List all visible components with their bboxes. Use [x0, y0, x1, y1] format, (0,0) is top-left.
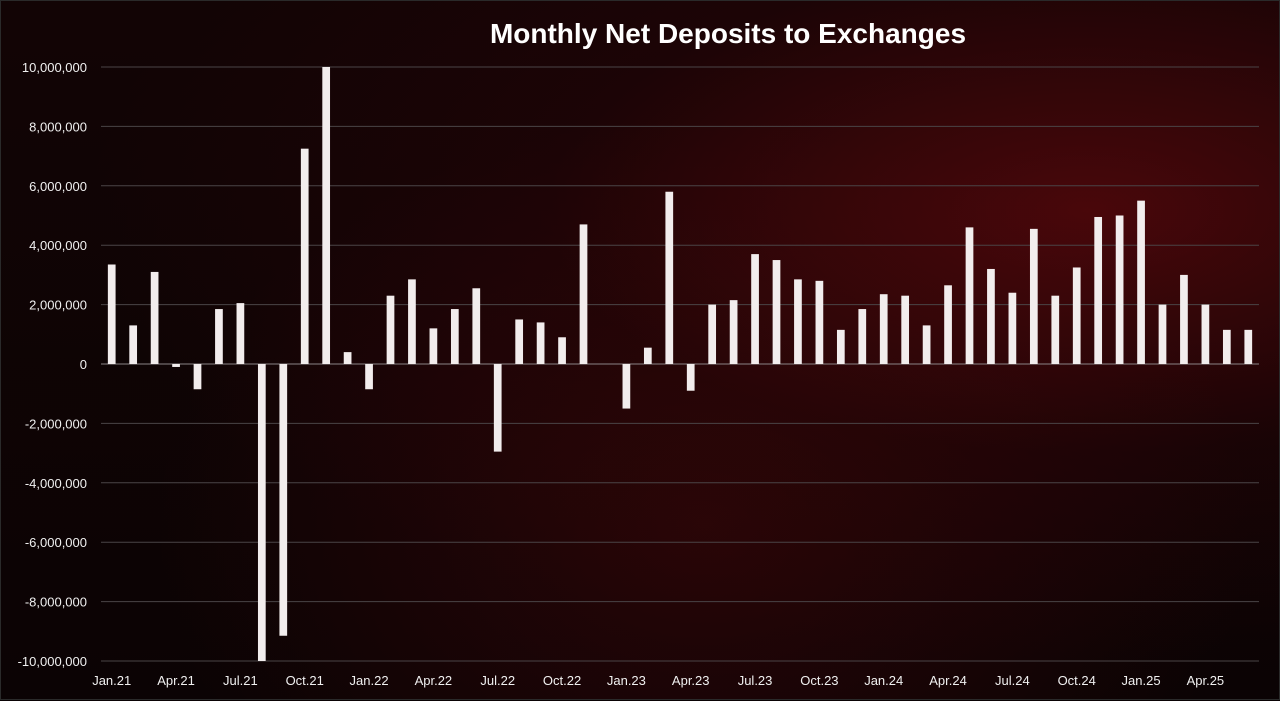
bar-apr-25: [1201, 304, 1210, 364]
x-tick-label: Jan.22: [350, 673, 389, 688]
bar-jun-22: [472, 288, 481, 364]
x-tick-label: Oct.23: [800, 673, 838, 688]
bar-aug-21: [257, 364, 266, 661]
bar-mar-23: [665, 191, 674, 364]
bar-aug-24: [1029, 228, 1038, 364]
x-tick-label: Apr.21: [157, 673, 195, 688]
x-tick-label: Jan.21: [92, 673, 131, 688]
x-tick-label: Jul.21: [223, 673, 258, 688]
y-tick-label: -6,000,000: [25, 535, 87, 550]
x-tick-label: Oct.22: [543, 673, 581, 688]
bar-dec-24: [1115, 215, 1124, 364]
x-tick-label: Jan.23: [607, 673, 646, 688]
bar-feb-22: [386, 295, 395, 364]
bar-nov-21: [322, 67, 331, 364]
bar-jul-24: [1008, 292, 1017, 364]
x-tick-label: Apr.25: [1187, 673, 1225, 688]
y-tick-label: -8,000,000: [25, 595, 87, 610]
bar-apr-24: [944, 285, 952, 364]
bar-jan-24: [879, 294, 888, 364]
bar-mar-24: [922, 325, 931, 364]
bar-dec-21: [343, 352, 352, 364]
bar-apr-23: [686, 364, 695, 391]
x-tick-label: Jul.23: [738, 673, 773, 688]
y-tick-label: 0: [80, 357, 87, 372]
bar-apr-21: [172, 364, 180, 367]
bar-sep-21: [279, 364, 288, 636]
x-tick-label: Apr.24: [929, 673, 967, 688]
bar-mar-21: [150, 271, 159, 364]
x-tick-label: Jan.25: [1122, 673, 1161, 688]
x-tick-label: Jul.24: [995, 673, 1030, 688]
x-tick-label: Apr.23: [672, 673, 710, 688]
bar-jan-23: [622, 364, 631, 409]
bar-sep-24: [1051, 295, 1060, 364]
bar-oct-23: [815, 280, 824, 364]
bar-nov-24: [1094, 216, 1103, 364]
y-tick-label: -10,000,000: [18, 654, 87, 669]
bar-jul-22: [493, 364, 502, 452]
bar-jun-23: [729, 300, 738, 364]
gridlines: [101, 66, 1259, 662]
bar-oct-21: [300, 148, 309, 364]
bar-jan-25: [1137, 200, 1145, 364]
bar-sep-23: [794, 279, 802, 364]
bar-feb-24: [901, 295, 910, 364]
bar-nov-22: [579, 224, 588, 364]
bar-mar-22: [408, 279, 416, 364]
bar-sep-22: [536, 322, 545, 364]
x-tick-label: Oct.24: [1058, 673, 1096, 688]
x-tick-label: Apr.22: [415, 673, 453, 688]
bar-jun-25: [1244, 329, 1253, 364]
x-tick-label: Oct.21: [286, 673, 324, 688]
bar-may-23: [708, 304, 717, 364]
bar-may-22: [450, 309, 459, 364]
bar-oct-22: [558, 337, 566, 364]
bar-jan-21: [107, 264, 116, 364]
bar-apr-22: [429, 328, 438, 364]
bars: [107, 67, 1253, 661]
bar-jun-21: [215, 309, 223, 364]
bar-may-21: [193, 364, 202, 390]
bar-aug-22: [515, 319, 524, 364]
y-tick-label: 6,000,000: [29, 179, 87, 194]
x-axis-ticks: Jan.21 Apr.21 Jul.21 Oct.21 Jan.22 Apr.22 Jul.…: [92, 673, 1224, 688]
y-tick-label: 8,000,000: [29, 119, 87, 134]
bar-may-25: [1222, 329, 1231, 364]
x-tick-label: Jul.22: [480, 673, 515, 688]
y-axis-ticks: 10,000,000 8,000,000 6,000,000 4,000,000 2,0…: [18, 60, 87, 669]
x-tick-label: Jan.24: [864, 673, 903, 688]
bar-jun-24: [987, 268, 995, 364]
bar-oct-24: [1072, 267, 1081, 364]
y-tick-label: -2,000,000: [25, 416, 87, 431]
bar-may-24: [965, 227, 974, 364]
y-tick-label: 10,000,000: [22, 60, 87, 75]
chart-title: Monthly Net Deposits to Exchanges: [490, 18, 966, 49]
y-tick-label: -4,000,000: [25, 476, 87, 491]
bar-nov-23: [836, 329, 845, 364]
y-tick-label: 4,000,000: [29, 238, 87, 253]
bar-jan-22: [365, 364, 373, 390]
bar-feb-23: [643, 347, 652, 364]
bar-feb-25: [1158, 304, 1167, 364]
bar-dec-23: [858, 309, 867, 364]
bar-jul-23: [751, 254, 759, 364]
bar-aug-23: [772, 260, 781, 364]
bar-jul-21: [236, 303, 245, 364]
y-tick-label: 2,000,000: [29, 298, 87, 313]
bar-mar-25: [1180, 274, 1188, 364]
bar-feb-21: [129, 325, 138, 364]
